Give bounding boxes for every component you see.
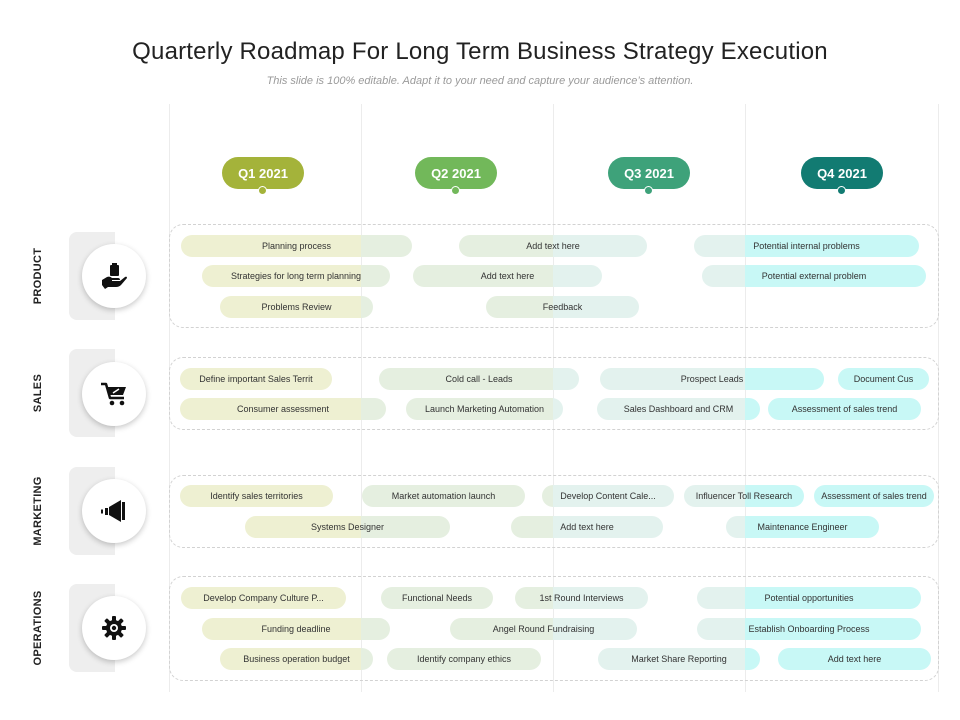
- row-label-operations: OPERATIONS: [32, 590, 44, 666]
- task-label: Identify sales territories: [210, 491, 303, 501]
- quarter-q3-label: Q3 2021: [608, 157, 690, 189]
- task-bar: Functional Needs: [381, 587, 493, 609]
- task-bar: Problems Review: [220, 296, 373, 318]
- task-bar: Prospect Leads: [600, 368, 824, 390]
- task-label: Assessment of sales trend: [791, 404, 898, 414]
- row-label-product: PRODUCT: [32, 247, 44, 305]
- task-label: Develop Content Cale...: [560, 491, 656, 501]
- task-bar: Business operation budget: [220, 648, 373, 670]
- gear-icon: [102, 616, 126, 640]
- task-bar: Funding deadline: [202, 618, 390, 640]
- quarter-q1-marker: [258, 186, 267, 195]
- shopping-cart-icon: [101, 382, 126, 406]
- quarter-q4-label: Q4 2021: [801, 157, 883, 189]
- quarter-q2-marker: [451, 186, 460, 195]
- task-label: Consumer assessment: [236, 404, 330, 414]
- quarter-q1-label: Q1 2021: [222, 157, 304, 189]
- task-label: Influencer Toll Research: [695, 491, 793, 501]
- task-bar: Assessment of sales trend: [814, 485, 934, 507]
- task-label: Functional Needs: [401, 593, 473, 603]
- task-label: Potential opportunities: [764, 593, 854, 603]
- task-bar: 1st Round Interviews: [515, 587, 648, 609]
- task-label: Angel Round Fundraising: [492, 624, 595, 634]
- task-label: Funding deadline: [261, 624, 331, 634]
- task-label: Feedback: [542, 302, 583, 312]
- task-bar: Market automation launch: [362, 485, 525, 507]
- product-icon-circle: [82, 244, 146, 308]
- task-label: Business operation budget: [243, 654, 350, 664]
- task-bar: Cold call - Leads: [379, 368, 579, 390]
- task-label: Cold call - Leads: [445, 374, 513, 384]
- task-label: Assessment of sales trend: [821, 491, 927, 501]
- task-bar: Develop Company Culture P...: [181, 587, 346, 609]
- task-label: Identify company ethics: [416, 654, 512, 664]
- task-label: Add text here: [560, 522, 614, 532]
- task-label: Problems Review: [261, 302, 332, 312]
- task-label: Maintenance Engineer: [757, 522, 848, 532]
- task-bar: Identify sales territories: [180, 485, 333, 507]
- task-label: Add text here: [827, 654, 882, 664]
- task-bar: Influencer Toll Research: [684, 485, 804, 507]
- task-bar: Systems Designer: [245, 516, 450, 538]
- row-label-marketing: MARKETING: [32, 476, 44, 546]
- task-bar: Strategies for long term planning: [202, 265, 390, 287]
- operations-row-box: [169, 576, 939, 681]
- row-label-sales: SALES: [32, 373, 44, 413]
- hand-holding-box-icon: [102, 263, 127, 289]
- task-bar: Market Share Reporting: [598, 648, 760, 670]
- task-bar: Sales Dashboard and CRM: [597, 398, 760, 420]
- task-label: Sales Dashboard and CRM: [623, 404, 734, 414]
- task-label: Establish Onboarding Process: [748, 624, 870, 634]
- quarter-q2-label: Q2 2021: [415, 157, 497, 189]
- task-bar: Identify company ethics: [387, 648, 541, 670]
- task-label: Launch Marketing Automation: [424, 404, 545, 414]
- sales-icon-circle: [82, 362, 146, 426]
- task-label: Market automation launch: [391, 491, 496, 501]
- quarter-q4-marker: [837, 186, 846, 195]
- task-label: Define important Sales Territ: [199, 374, 313, 384]
- task-label: Add text here: [526, 241, 580, 251]
- task-bar: Potential external problem: [702, 265, 926, 287]
- task-label: Prospect Leads: [680, 374, 744, 384]
- task-bar: Launch Marketing Automation: [406, 398, 563, 420]
- task-bar: Add text here: [413, 265, 602, 287]
- task-label: Document Cus: [853, 374, 914, 384]
- task-bar: Planning process: [181, 235, 412, 257]
- task-bar: Document Cus: [838, 368, 929, 390]
- task-label: Potential external problem: [761, 271, 867, 281]
- task-bar: Establish Onboarding Process: [697, 618, 921, 640]
- task-bar: Define important Sales Territ: [180, 368, 332, 390]
- marketing-row-box: [169, 475, 939, 548]
- task-bar: Maintenance Engineer: [726, 516, 879, 538]
- sales-row-box: [169, 357, 939, 430]
- megaphone-icon: [101, 500, 125, 522]
- task-bar: Add text here: [459, 235, 647, 257]
- task-label: Planning process: [261, 241, 332, 251]
- task-bar: Angel Round Fundraising: [450, 618, 637, 640]
- task-label: Systems Designer: [310, 522, 385, 532]
- task-bar: Assessment of sales trend: [768, 398, 921, 420]
- task-label: Develop Company Culture P...: [203, 593, 324, 603]
- task-bar: Potential internal problems: [694, 235, 919, 257]
- task-bar: Potential opportunities: [697, 587, 921, 609]
- task-bar: Add text here: [511, 516, 663, 538]
- page-title: Quarterly Roadmap For Long Term Business…: [132, 38, 828, 65]
- page-subtitle: This slide is 100% editable. Adapt it to…: [266, 75, 694, 87]
- task-label: 1st Round Interviews: [539, 593, 624, 603]
- task-label: Add text here: [480, 271, 535, 281]
- task-label: Strategies for long term planning: [230, 271, 362, 281]
- task-bar: Add text here: [778, 648, 931, 670]
- task-bar: Develop Content Cale...: [542, 485, 674, 507]
- product-row-box: [169, 224, 939, 328]
- operations-icon-circle: [82, 596, 146, 660]
- task-bar: Feedback: [486, 296, 639, 318]
- task-label: Potential internal problems: [753, 241, 860, 251]
- quarter-q3-marker: [644, 186, 653, 195]
- task-bar: Consumer assessment: [180, 398, 386, 420]
- task-label: Market Share Reporting: [631, 654, 727, 664]
- marketing-icon-circle: [82, 479, 146, 543]
